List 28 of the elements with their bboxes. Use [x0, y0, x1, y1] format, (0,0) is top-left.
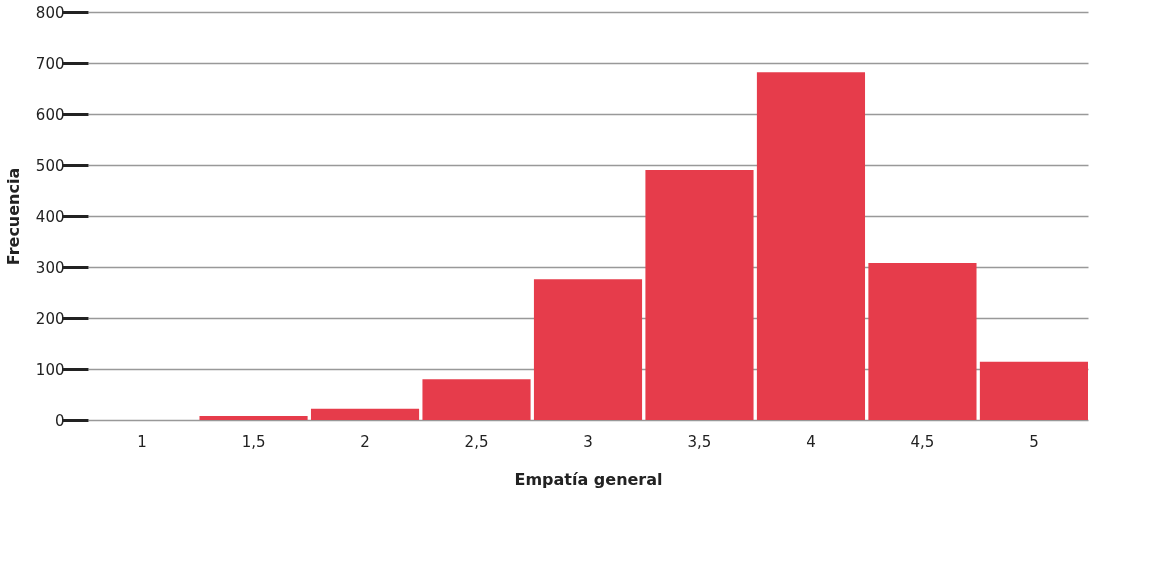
- bar: [310, 408, 420, 420]
- x-tick-label: 2: [360, 432, 370, 451]
- x-tick-label: 2,5: [464, 432, 489, 451]
- x-tick-label: 3: [583, 432, 593, 451]
- x-tick-label: 3,5: [687, 432, 712, 451]
- y-tick-label: 700: [35, 54, 65, 73]
- x-tick-label: 4: [806, 432, 816, 451]
- y-tick-label: 300: [35, 258, 65, 277]
- y-tick-label: 200: [35, 309, 65, 328]
- bar: [979, 361, 1088, 420]
- y-tick-label: 800: [35, 3, 65, 22]
- bar: [199, 415, 308, 420]
- x-tick-label: 5: [1029, 432, 1039, 451]
- bar: [756, 72, 866, 420]
- y-tick-label: 100: [35, 360, 65, 379]
- bar: [533, 279, 643, 420]
- y-tick-label: 600: [35, 105, 65, 124]
- bar: [868, 262, 977, 420]
- bar: [645, 170, 754, 420]
- y-tick-label: 0: [54, 411, 65, 430]
- y-tick-label: 500: [35, 156, 65, 175]
- y-tick-label: 400: [35, 207, 65, 226]
- y-axis-title: Frecuencia: [3, 167, 23, 266]
- x-axis-title: Empatía general: [514, 469, 663, 489]
- x-tick-label: 1,5: [241, 432, 266, 451]
- x-tick-label: 4,5: [910, 432, 935, 451]
- x-tick-label: 1: [137, 432, 147, 451]
- bar: [422, 379, 531, 420]
